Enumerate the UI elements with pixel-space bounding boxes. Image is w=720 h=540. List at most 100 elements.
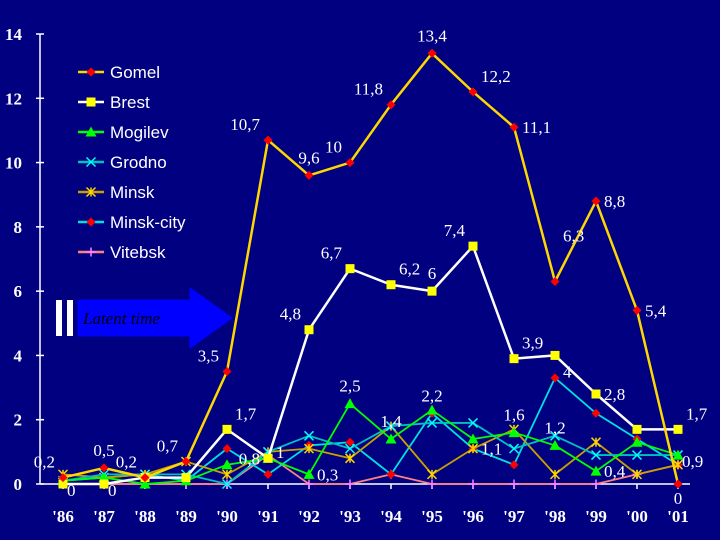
point-gomel <box>468 87 478 97</box>
data-label: 6,3 <box>563 227 584 246</box>
legend-entry-vitebsk: Vitebsk <box>78 243 166 262</box>
y-tick-label: 6 <box>14 282 23 301</box>
point-grodno <box>590 450 602 461</box>
point-minsk-city <box>386 469 396 479</box>
point-mogilev <box>467 433 479 444</box>
legend-label: Brest <box>110 93 150 112</box>
data-label: 6 <box>428 264 437 283</box>
point-mogilev <box>631 436 643 447</box>
data-label: 4,8 <box>280 305 301 324</box>
point-brest <box>427 286 437 296</box>
point-grodno <box>549 430 561 441</box>
series-line-minsk <box>62 425 679 479</box>
point-vitebsk <box>304 479 314 489</box>
point-gomel <box>509 122 519 132</box>
data-label: 13,4 <box>417 26 447 45</box>
data-label: 0 <box>674 489 683 508</box>
data-label: 0,7 <box>157 437 179 456</box>
point-brest <box>222 424 232 434</box>
point-mogilev <box>426 404 438 415</box>
data-label: 1,1 <box>481 440 502 459</box>
x-tick-label: '86 <box>52 507 74 526</box>
y-tick-label: 0 <box>14 475 23 494</box>
x-tick-label: '96 <box>462 507 484 526</box>
series-line-brest <box>63 244 678 486</box>
point-grodno <box>221 478 233 490</box>
point-minsk <box>303 443 315 454</box>
y-tick-label: 2 <box>14 411 23 430</box>
data-label: 2,2 <box>421 386 442 405</box>
point-gomel <box>673 479 683 489</box>
legend-entry-brest: Brest <box>78 93 150 112</box>
y-tick-label: 4 <box>14 346 23 365</box>
data-label: 2,8 <box>604 385 625 404</box>
latent-time-annotation: Latent time <box>56 287 233 349</box>
point-vitebsk <box>468 479 478 489</box>
point-minsk <box>590 437 602 448</box>
legend-swatch-marker <box>85 126 97 137</box>
point-gomel <box>304 170 314 180</box>
data-label: 0,9 <box>682 452 703 471</box>
data-label: 10 <box>325 138 342 157</box>
point-vitebsk <box>591 479 601 489</box>
point-minsk-city <box>591 408 601 418</box>
point-brest <box>509 354 519 364</box>
point-minsk <box>426 469 438 480</box>
data-label: 9,6 <box>298 148 319 167</box>
legend-label: Gomel <box>110 63 160 82</box>
point-gomel <box>99 463 109 473</box>
point-mogilev <box>385 433 397 444</box>
series-line-vitebsk <box>63 454 679 485</box>
point-mogilev <box>139 478 151 489</box>
point-grodno <box>303 430 315 441</box>
data-label: 1,7 <box>235 404 257 423</box>
point-gomel <box>550 277 560 286</box>
latent-time-label: Latent time <box>82 309 160 328</box>
point-brest <box>632 424 642 434</box>
series-mogilev <box>57 398 684 489</box>
data-label: 0,8 <box>239 449 260 468</box>
series-brest <box>58 241 683 489</box>
point-gomel <box>632 305 642 315</box>
legend-entry-grodno: Grodno <box>78 153 167 172</box>
legend-label: Minsk <box>110 183 155 202</box>
legend-label: Vitebsk <box>110 243 166 262</box>
legend-swatch-marker <box>86 247 96 257</box>
data-label: 0 <box>108 481 117 500</box>
series-layer <box>57 48 684 490</box>
legend-label: Mogilev <box>110 123 169 142</box>
point-mogilev <box>590 465 602 476</box>
point-grodno <box>467 417 479 428</box>
data-labels: 13,412,211,810,7109,611,18,86,35,43,50,7… <box>34 26 708 508</box>
legend-swatch-marker <box>86 217 96 227</box>
y-tick-label: 12 <box>5 89 22 108</box>
x-tick-label: '90 <box>216 507 238 526</box>
legend-entry-mogilev: Mogilev <box>78 123 169 142</box>
x-tick-label: '92 <box>298 507 320 526</box>
point-vitebsk <box>427 479 437 489</box>
legend: Gomel Brest Mogilev Grodno Minsk Minsk-city Vi… <box>78 63 186 262</box>
latent-time-bar-2 <box>67 300 73 336</box>
data-label: 0,2 <box>116 453 137 472</box>
point-mogilev <box>221 459 233 470</box>
point-brest <box>345 264 355 274</box>
point-brest <box>673 424 683 434</box>
data-label: 4 <box>563 362 572 381</box>
point-minsk <box>221 469 233 480</box>
x-tick-label: '98 <box>544 507 566 526</box>
x-tick-label: '91 <box>257 507 279 526</box>
point-brest <box>181 473 191 483</box>
x-tick-label: '97 <box>503 507 525 526</box>
data-label: 0,4 <box>604 462 626 481</box>
point-gomel <box>140 473 150 483</box>
point-gomel <box>58 473 68 483</box>
point-brest <box>550 350 560 360</box>
point-brest <box>263 453 273 463</box>
point-gomel <box>181 457 191 466</box>
point-minsk <box>631 469 643 480</box>
y-tick-label: 8 <box>14 218 23 237</box>
point-grodno <box>385 421 397 432</box>
legend-entry-minsk-city: Minsk-city <box>78 213 186 232</box>
data-label: 11,8 <box>354 80 383 99</box>
data-label: 2,5 <box>339 377 360 396</box>
